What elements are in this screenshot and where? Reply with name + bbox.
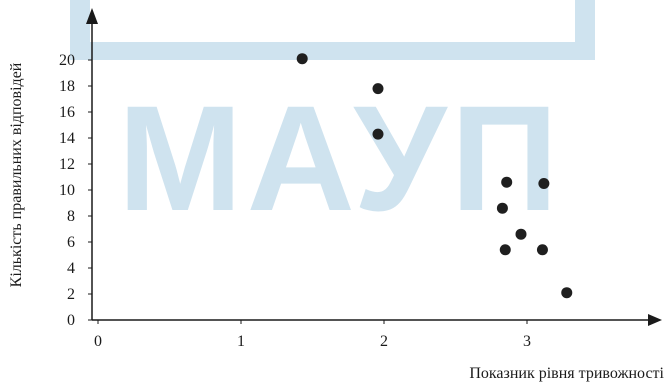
data-point (499, 244, 511, 256)
x-tick-label: 0 (94, 333, 102, 350)
x-tick-label: 1 (237, 333, 245, 350)
y-tick-label: 2 (67, 286, 75, 303)
data-point (372, 83, 384, 95)
data-point (538, 178, 550, 189)
y-axis-arrow (86, 8, 98, 24)
axes (86, 8, 662, 326)
y-tick-label: 18 (59, 78, 75, 95)
y-tick-label: 16 (59, 104, 75, 121)
data-point (296, 53, 308, 65)
y-tick-label: 4 (67, 260, 75, 277)
x-axis-arrow (648, 314, 662, 326)
data-point (515, 228, 527, 240)
data-point (496, 202, 508, 214)
y-tick-label: 12 (59, 156, 75, 173)
data-point (501, 176, 513, 188)
watermark-logo: МАУП (70, 0, 595, 242)
x-axis-title: Показник рівня тривожності (469, 365, 664, 382)
y-tick-label: 14 (59, 130, 75, 147)
y-axis-title: Кількість правильних відповідей (8, 62, 25, 287)
x-tick-label: 2 (380, 333, 388, 350)
x-tick-label: 3 (523, 333, 531, 350)
y-tick-label: 20 (59, 52, 75, 69)
data-point (536, 244, 548, 256)
data-point (561, 287, 573, 299)
watermark-text: МАУП (118, 74, 563, 242)
y-tick-label: 8 (67, 208, 75, 225)
data-points (296, 53, 573, 299)
y-tick-label: 10 (59, 182, 75, 199)
y-tick-label: 0 (67, 312, 75, 329)
data-point (372, 128, 384, 140)
y-tick-label: 6 (67, 234, 75, 251)
